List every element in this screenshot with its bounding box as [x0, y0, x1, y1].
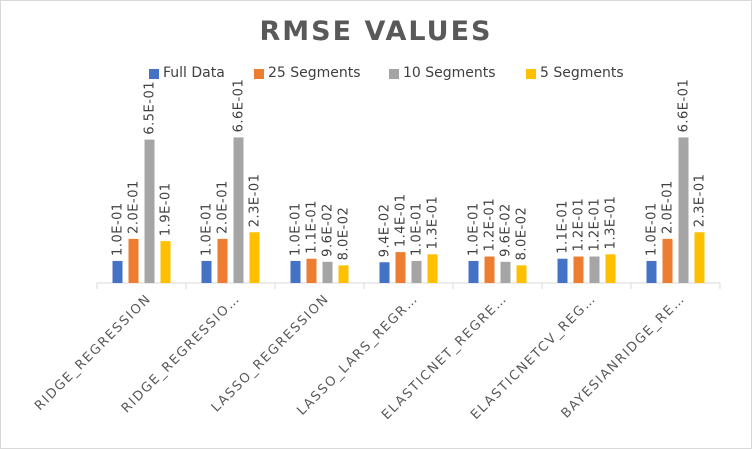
bar-10-segments — [411, 260, 422, 283]
bar-25-segments — [484, 256, 495, 283]
bar-25-segments — [128, 238, 139, 283]
bar-10-segments — [678, 137, 689, 283]
data-label-25-segments: 2.0E-01 — [127, 180, 142, 234]
data-label-25-segments: 2.0E-01 — [661, 180, 676, 234]
data-label-full-data: 9.4E-02 — [378, 204, 393, 258]
data-label-25-segments: 1.2E-01 — [483, 198, 498, 252]
data-label-10-segments: 9.6E-02 — [321, 203, 336, 257]
data-label-full-data: 1.0E-01 — [289, 202, 304, 256]
bar-10-segments — [500, 261, 511, 283]
bar-full-data — [646, 260, 657, 283]
bar-full-data — [290, 260, 301, 283]
legend-swatch-10-segments — [389, 69, 399, 79]
data-label-5-segments: 1.9E-01 — [159, 182, 174, 236]
data-label-10-segments: 6.6E-01 — [232, 79, 247, 133]
data-label-25-segments: 2.0E-01 — [216, 180, 231, 234]
bar-full-data — [468, 260, 479, 283]
bar-5-segments — [338, 265, 349, 283]
bar-full-data — [112, 260, 123, 283]
data-label-full-data: 1.0E-01 — [200, 202, 215, 256]
bar-25-segments — [573, 256, 584, 283]
legend-label-25-segments: 25 Segments — [268, 65, 361, 81]
data-label-10-segments: 6.6E-01 — [677, 79, 692, 133]
bar-full-data — [379, 262, 390, 283]
chart-title: RMSE VALUES — [259, 16, 493, 47]
data-label-full-data: 1.0E-01 — [467, 202, 482, 256]
data-label-10-segments: 9.6E-02 — [499, 203, 514, 257]
data-label-5-segments: 1.3E-01 — [604, 196, 619, 250]
bar-10-segments — [322, 261, 333, 283]
data-label-full-data: 1.1E-01 — [556, 200, 571, 254]
bar-full-data — [201, 260, 212, 283]
legend-swatch-25-segments — [254, 69, 264, 79]
bar-25-segments — [395, 252, 406, 283]
legend-label-full-data: Full Data — [163, 65, 225, 81]
data-label-full-data: 1.0E-01 — [111, 202, 126, 256]
bar-5-segments — [249, 232, 260, 283]
data-label-full-data: 1.0E-01 — [645, 202, 660, 256]
data-label-5-segments: 2.3E-01 — [248, 174, 263, 228]
bar-10-segments — [233, 137, 244, 283]
bar-25-segments — [662, 238, 673, 283]
data-label-10-segments: 6.5E-01 — [143, 81, 158, 135]
legend-label-5-segments: 5 Segments — [540, 65, 624, 81]
bar-25-segments — [306, 258, 317, 283]
bar-5-segments — [694, 232, 705, 283]
data-label-25-segments: 1.1E-01 — [305, 200, 320, 254]
data-label-5-segments: 8.0E-02 — [515, 207, 530, 261]
data-label-10-segments: 1.2E-01 — [588, 198, 603, 252]
bar-25-segments — [217, 238, 228, 283]
bar-5-segments — [160, 241, 171, 283]
data-label-5-segments: 8.0E-02 — [337, 207, 352, 261]
data-label-5-segments: 1.3E-01 — [426, 196, 441, 250]
legend-swatch-full-data — [149, 69, 159, 79]
bar-10-segments — [589, 256, 600, 283]
legend: Full Data 25 Segments 10 Segments 5 Segm… — [0, 65, 752, 85]
data-label-5-segments: 2.3E-01 — [693, 174, 708, 228]
data-label-25-segments: 1.2E-01 — [572, 198, 587, 252]
bar-5-segments — [427, 254, 438, 283]
legend-swatch-5-segments — [526, 69, 536, 79]
data-label-25-segments: 1.4E-01 — [394, 193, 409, 247]
legend-label-10-segments: 10 Segments — [403, 65, 496, 81]
bar-5-segments — [605, 254, 616, 283]
bar-full-data — [557, 258, 568, 283]
bar-10-segments — [144, 139, 155, 283]
data-label-10-segments: 1.0E-01 — [410, 202, 425, 256]
bar-5-segments — [516, 265, 527, 283]
